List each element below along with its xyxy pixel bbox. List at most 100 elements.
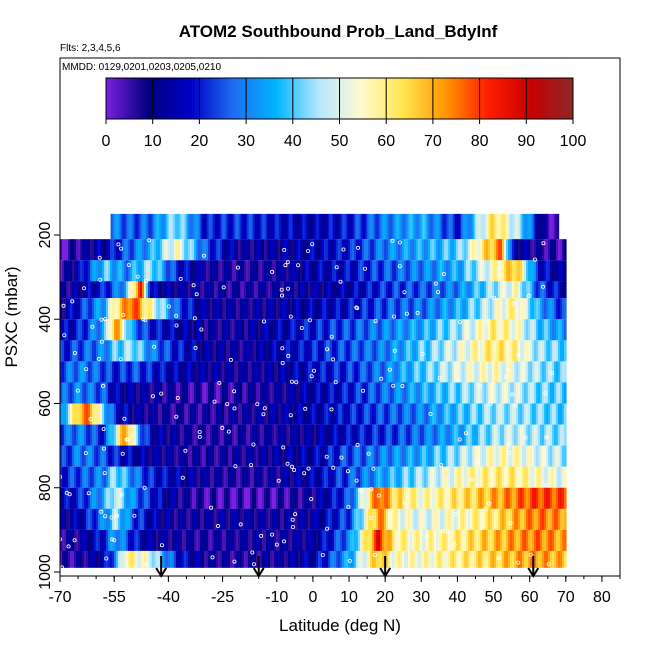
heatmap-cell [68,260,71,282]
heatmap-cell [168,239,171,261]
sample-marker [294,380,299,385]
heatmap-cell [518,319,521,341]
heatmap-cell [74,466,77,488]
heatmap-cell [430,550,433,568]
heatmap-cell [326,319,329,341]
heatmap-cell [160,424,163,446]
sample-marker [507,450,512,455]
heatmap-cell [354,361,357,383]
heatmap-cell [302,466,305,488]
heatmap-cell [74,239,77,261]
heatmap-cell [276,508,279,530]
sample-marker [152,344,157,349]
heatmap-cell [236,508,239,530]
heatmap-cell [308,213,312,240]
heatmap-cell [178,424,181,446]
heatmap-cell [214,445,217,467]
heatmap-cell [228,466,231,488]
heatmap-cell [138,213,142,240]
heatmap-cell [250,239,253,261]
heatmap-cell [388,319,391,341]
heatmap-cell [326,550,329,568]
heatmap-cell [548,239,551,261]
heatmap-cell [90,319,93,341]
heatmap-cell [316,550,319,568]
heatmap-cell [298,403,301,425]
heatmap-cell [522,424,525,446]
heatmap-cell [112,487,115,509]
heatmap-cell [180,403,183,425]
heatmap-cell [282,445,285,467]
heatmap-cell [160,529,163,551]
heatmap-cell [406,550,409,568]
heatmap-cell [284,466,287,488]
heatmap-cell [418,340,421,362]
heatmap-cell [510,281,513,299]
heatmap-cell [272,466,275,488]
heatmap-cell [272,508,275,530]
heatmap-cell [380,424,383,446]
heatmap-cell [558,260,561,282]
sample-marker [232,389,237,394]
heatmap-cell [118,550,121,568]
heatmap-cell [178,319,181,341]
heatmap-cell [494,281,497,299]
heatmap-cell [260,382,263,404]
heatmap-cell [216,213,220,240]
heatmap-cell [288,529,291,551]
heatmap-cell [292,319,295,341]
heatmap-cell [110,340,113,362]
heatmap-cell [530,213,534,240]
heatmap-cell [346,466,349,488]
sample-marker [238,522,243,527]
heatmap-cell [452,239,455,261]
heatmap-cell [284,281,287,299]
heatmap-cell [344,281,347,299]
heatmap-cell [492,213,496,240]
heatmap-cell [488,340,491,362]
heatmap-cell [104,361,107,383]
heatmap-cell [250,529,253,551]
heatmap-cell [506,239,509,261]
heatmap-cell [276,340,279,362]
heatmap-cell [284,239,287,261]
heatmap-cell [290,382,293,404]
heatmap-cell [362,403,365,425]
heatmap-cell [496,424,499,446]
heatmap-cell [470,508,473,530]
heatmap-cell [442,445,445,467]
heatmap-cell [74,361,77,383]
heatmap-cell [546,466,549,488]
heatmap-cell [170,508,173,530]
heatmap-cell [74,319,77,341]
heatmap-cell [564,487,567,509]
heatmap-cell [382,508,385,530]
heatmap-cell [502,424,505,446]
heatmap-cell [488,445,491,467]
heatmap-cell [108,340,111,362]
sample-marker [457,437,462,442]
sample-marker [341,247,346,252]
heatmap-cell [118,213,122,240]
heatmap-cell [498,445,501,467]
heatmap-cell [452,340,455,362]
heatmap-cell [258,260,261,282]
heatmap-cell [76,298,79,320]
heatmap-cell [400,529,403,551]
heatmap-cell [244,466,247,488]
colorbar-tick-label: 80 [471,133,489,150]
heatmap-cell [322,403,325,425]
heatmap-cell [90,487,93,509]
heatmap-cell [524,382,527,404]
heatmap-cell [98,239,101,261]
heatmap-cell [326,445,329,467]
heatmap-cell [174,445,177,467]
heatmap-cell [298,281,301,299]
heatmap-cell [194,260,197,282]
heatmap-cell [156,403,159,425]
heatmap-cell [512,361,515,383]
heatmap-cell [212,213,216,240]
heatmap-cell [188,382,191,404]
heatmap-cell [280,508,283,530]
heatmap-cell [100,550,103,568]
